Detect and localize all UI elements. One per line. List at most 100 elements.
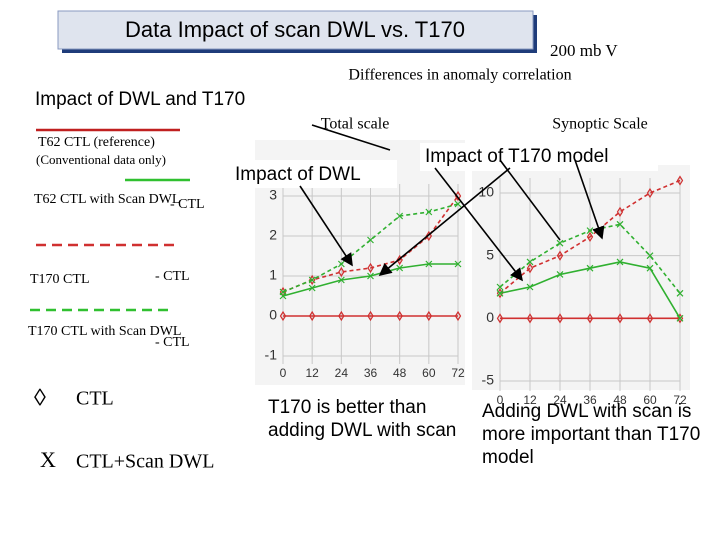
x-tick-label: 0 xyxy=(280,366,287,380)
note: T170 is better than adding DWL with scan xyxy=(268,397,457,441)
marker xyxy=(308,276,316,284)
marker xyxy=(496,289,504,297)
marker xyxy=(676,314,684,322)
x-tick-label: 36 xyxy=(364,366,378,380)
marker xyxy=(279,288,287,296)
legend-symbol: X xyxy=(40,447,56,472)
marker xyxy=(646,264,654,272)
panel-label: Total scale xyxy=(321,116,390,133)
marker xyxy=(526,258,534,266)
marker xyxy=(646,252,654,260)
marker xyxy=(454,310,462,322)
x-tick-label: 0 xyxy=(497,393,504,407)
legend-text: - CTL xyxy=(155,269,190,284)
x-tick-label: 72 xyxy=(673,393,687,407)
legend-text: - CTL xyxy=(155,335,190,350)
marker xyxy=(367,236,374,244)
marker xyxy=(586,227,594,235)
marker xyxy=(454,260,462,268)
marker xyxy=(367,310,374,322)
legend-text: CTL+Scan DWL xyxy=(76,451,214,473)
y-tick-label: 10 xyxy=(478,184,494,200)
marker xyxy=(496,283,504,291)
marker xyxy=(586,313,594,324)
legend-text: T170 CTL with Scan DWL xyxy=(28,324,181,339)
series-line xyxy=(499,179,681,294)
marker xyxy=(425,310,433,322)
field: 200 mb V xyxy=(550,41,618,60)
marker xyxy=(526,263,534,274)
marker xyxy=(425,260,433,268)
title-box xyxy=(57,10,534,50)
marker xyxy=(526,283,534,291)
marker xyxy=(425,230,433,242)
label-bg xyxy=(420,143,658,171)
marker xyxy=(646,187,654,199)
impact-label: Impact of T170 model xyxy=(425,146,608,167)
marker xyxy=(337,276,345,284)
subtitle: Differences in anomaly correlation xyxy=(348,67,571,84)
marker xyxy=(676,289,684,297)
marker xyxy=(556,250,564,261)
x-tick-label: 12 xyxy=(305,366,319,380)
marker xyxy=(616,206,624,217)
marker xyxy=(396,310,403,322)
label-bg xyxy=(232,160,397,188)
title: Data Impact of scan DWL vs. T170 xyxy=(125,17,465,42)
y-tick-label: 2 xyxy=(269,227,277,243)
y-tick-label: 0 xyxy=(269,307,277,323)
legend-text: CTL xyxy=(76,388,114,410)
legend-text: - CTL xyxy=(170,197,205,212)
marker xyxy=(454,200,462,208)
y-tick-label: 0 xyxy=(486,309,494,325)
note-box: T170 is better than adding DWL with scan xyxy=(268,397,457,441)
x-tick-label: 12 xyxy=(523,393,537,407)
y-tick-label: 5 xyxy=(486,246,494,262)
y-tick-label: -5 xyxy=(482,372,495,388)
legend-text: T170 CTL xyxy=(30,272,90,287)
x-tick-label: 60 xyxy=(643,393,657,407)
y-tick-label: -1 xyxy=(265,347,278,363)
x-tick-label: 48 xyxy=(613,393,627,407)
y-tick-label: 3 xyxy=(269,187,277,203)
x-tick-label: 24 xyxy=(553,393,567,407)
marker xyxy=(556,271,564,278)
marker xyxy=(396,264,404,272)
marker xyxy=(367,262,374,274)
legend-text: (Conventional data only) xyxy=(36,152,166,167)
impact-label: Impact of DWL xyxy=(235,164,361,185)
y-tick-label: 1 xyxy=(269,267,277,283)
section: Impact of DWL and T170 xyxy=(35,89,245,110)
marker xyxy=(586,264,594,272)
legend-symbol: ◊ xyxy=(34,386,46,412)
marker xyxy=(308,284,316,292)
arrows xyxy=(299,124,605,282)
note-box: Adding DWL with scan is more important t… xyxy=(482,401,700,468)
x-tick-label: 60 xyxy=(422,366,436,380)
marker xyxy=(676,175,684,186)
marker xyxy=(556,313,564,324)
marker xyxy=(338,310,345,322)
marker xyxy=(616,220,624,228)
marker xyxy=(425,208,433,216)
marker xyxy=(616,258,624,266)
marker xyxy=(308,310,316,322)
legend-text: T62 CTL (reference) xyxy=(38,135,155,150)
x-tick-label: 36 xyxy=(583,393,597,407)
x-tick-label: 72 xyxy=(451,366,465,380)
marker xyxy=(279,310,287,322)
marker xyxy=(396,254,403,266)
marker xyxy=(616,313,624,324)
marker xyxy=(556,239,564,247)
marker xyxy=(367,272,374,280)
marker xyxy=(526,313,534,324)
panel-label: Synoptic Scale xyxy=(552,116,648,133)
marker xyxy=(338,266,345,278)
x-tick-label: 48 xyxy=(393,366,407,380)
legend-text: T62 CTL with Scan DWL xyxy=(34,192,180,207)
marker xyxy=(646,313,654,324)
marker xyxy=(586,231,594,243)
x-tick-label: 24 xyxy=(335,366,349,380)
marker xyxy=(396,212,404,220)
